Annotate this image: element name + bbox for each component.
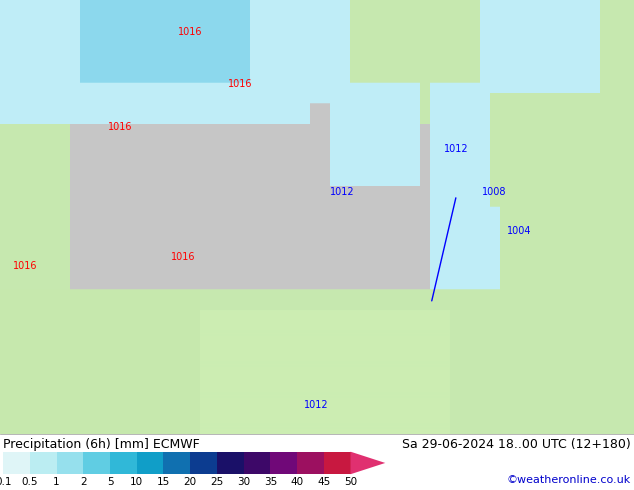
Text: 40: 40: [290, 477, 304, 487]
Text: 2: 2: [80, 477, 87, 487]
Text: 10: 10: [130, 477, 143, 487]
Text: 25: 25: [210, 477, 224, 487]
Bar: [56, 452, 83, 474]
Text: 0.1: 0.1: [0, 477, 11, 487]
Bar: [190, 452, 217, 474]
Text: 1012: 1012: [304, 400, 329, 410]
Text: 1012: 1012: [444, 144, 469, 154]
Text: 50: 50: [344, 477, 357, 487]
Text: 20: 20: [184, 477, 197, 487]
Bar: [137, 452, 164, 474]
Bar: [217, 452, 243, 474]
Text: 0.5: 0.5: [22, 477, 38, 487]
Bar: [297, 452, 324, 474]
Bar: [83, 452, 110, 474]
Bar: [243, 452, 270, 474]
Bar: [30, 452, 56, 474]
Text: Sa 29-06-2024 18..00 UTC (12+180): Sa 29-06-2024 18..00 UTC (12+180): [402, 438, 631, 451]
Polygon shape: [351, 452, 385, 474]
Text: 1008: 1008: [482, 187, 507, 197]
Text: 1: 1: [53, 477, 60, 487]
Text: 1012: 1012: [330, 187, 354, 197]
Bar: [324, 452, 351, 474]
Bar: [110, 452, 137, 474]
Text: 1016: 1016: [13, 261, 37, 271]
Bar: [270, 452, 297, 474]
Text: 1016: 1016: [171, 252, 196, 262]
Text: 1004: 1004: [507, 226, 532, 236]
Text: 1016: 1016: [108, 122, 133, 132]
Bar: [3, 452, 30, 474]
Bar: [164, 452, 190, 474]
Text: Precipitation (6h) [mm] ECMWF: Precipitation (6h) [mm] ECMWF: [3, 438, 200, 451]
Text: 45: 45: [317, 477, 330, 487]
Text: 35: 35: [264, 477, 277, 487]
Text: 1016: 1016: [228, 79, 253, 89]
Text: ©weatheronline.co.uk: ©weatheronline.co.uk: [507, 475, 631, 485]
Text: 5: 5: [107, 477, 113, 487]
Text: 1016: 1016: [178, 26, 202, 37]
Text: 30: 30: [237, 477, 250, 487]
Text: 15: 15: [157, 477, 170, 487]
